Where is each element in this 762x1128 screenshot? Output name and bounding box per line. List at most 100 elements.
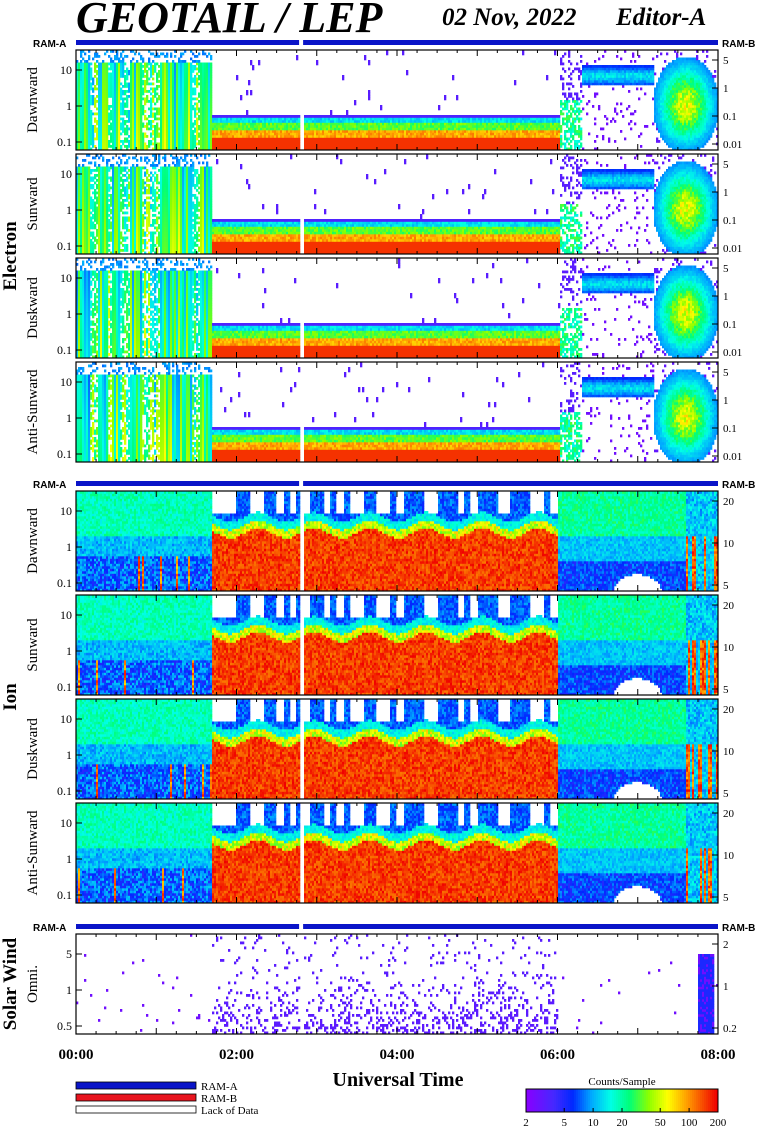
y-tick-label-left: 1 (66, 99, 72, 113)
y-tick-label-right: 0.1 (723, 423, 737, 435)
y-tick-label-right: 5 (723, 892, 729, 904)
x-tick-label: 08:00 (701, 1047, 736, 1063)
colorbar-tick-label: 100 (681, 1117, 698, 1128)
panel-label: Duskward (25, 277, 41, 339)
y-tick-label-left: 1 (66, 748, 72, 762)
y-tick-label-left: 10 (60, 63, 72, 77)
y-tick-label-left: 0.1 (57, 576, 72, 590)
y-tick-label-left: 1 (66, 644, 72, 658)
ram-a-label: RAM-A (33, 480, 66, 491)
panel-label: Sunward (25, 177, 41, 231)
y-tick-label-right: 20 (723, 704, 735, 716)
spectrogram-cells (76, 803, 718, 903)
colorbar-tick-label: 10 (588, 1117, 600, 1128)
y-tick-label-left: 1 (66, 983, 72, 997)
x-tick-label: 04:00 (380, 1047, 415, 1063)
x-axis-title: Universal Time (333, 1069, 464, 1091)
y-tick-label-right: 10 (723, 642, 735, 654)
panel-label: Dawnward (25, 67, 41, 133)
y-tick-label-right: 0.1 (723, 319, 737, 331)
y-tick-label-left: 10 (60, 271, 72, 285)
colorbar-tick-label: 50 (655, 1117, 667, 1128)
ram-b-label: RAM-B (722, 923, 755, 934)
y-tick-label-left: 0.1 (57, 680, 72, 694)
y-tick-label-right: 1 (723, 187, 729, 199)
legend-swatch (76, 1094, 196, 1101)
panel-label: Dawnward (25, 508, 41, 574)
y-tick-label-right: 5 (723, 55, 729, 67)
y-tick-label-left: 0.1 (57, 888, 72, 902)
y-tick-label-left: 10 (60, 712, 72, 726)
legend-entry: RAM-A (76, 1081, 238, 1093)
ram-bar: RAM-A RAM-B (33, 480, 755, 491)
y-tick-label-right: 10 (723, 538, 735, 550)
ram-bar: RAM-A RAM-B (33, 923, 755, 934)
legend-entry: RAM-B (76, 1093, 237, 1105)
y-tick-label-right: 10 (723, 850, 735, 862)
y-tick-label-right: 0.01 (723, 347, 742, 359)
colorbar: Counts/Sample 2 5 10 20 50 100 200 (523, 1076, 727, 1128)
panel-label: Anti-Sunward (25, 810, 41, 895)
y-tick-label-right: 1 (723, 981, 729, 993)
y-tick-label-left: 1 (66, 411, 72, 425)
y-tick-label-right: 20 (723, 600, 735, 612)
y-tick-label-right: 20 (723, 496, 735, 508)
y-tick-label-left: 1 (66, 852, 72, 866)
y-tick-label-left: 0.1 (57, 784, 72, 798)
y-tick-label-right: 0.01 (723, 139, 742, 151)
y-tick-label-right: 5 (723, 788, 729, 800)
y-tick-label-right: 0.1 (723, 215, 737, 227)
y-tick-label-left: 0.5 (57, 1019, 72, 1033)
spectrogram-cells (76, 50, 718, 150)
y-tick-label-left: 0.1 (57, 135, 72, 149)
y-tick-label-right: 1 (723, 83, 729, 95)
x-tick-label: 02:00 (219, 1047, 254, 1063)
y-tick-label-left: 0.1 (57, 239, 72, 253)
group-label: Ion (0, 683, 21, 711)
colorbar-tick-label: 20 (617, 1117, 629, 1128)
spectrogram-cells (76, 362, 718, 462)
spectrogram-cells (76, 154, 718, 254)
spectrogram-cells (76, 258, 718, 358)
y-tick-label-left: 1 (66, 540, 72, 554)
panel-label: Sunward (25, 618, 41, 672)
ram-a-label: RAM-A (33, 39, 66, 50)
x-tick-label: 00:00 (59, 1047, 94, 1063)
y-tick-label-left: 0.1 (57, 343, 72, 357)
colorbar-title: Counts/Sample (588, 1076, 655, 1088)
y-tick-label-right: 5 (723, 580, 729, 592)
colorbar-tick-label: 2 (523, 1117, 529, 1128)
ram-bar: RAM-A RAM-B (33, 39, 755, 50)
colorbar-tick-label: 200 (710, 1117, 727, 1128)
spectrogram-figure: 0.1 1 10 0.01 0.1 1 5 Dawnward 0.1 1 10 0.01 0.1 1 5 Su… (0, 0, 762, 1128)
legend-entry: Lack of Data (76, 1105, 259, 1117)
legend-swatch (76, 1082, 196, 1089)
y-tick-label-left: 5 (66, 947, 72, 961)
colorbar-tick-label: 5 (561, 1117, 567, 1128)
legend-label: RAM-B (201, 1093, 237, 1105)
y-tick-label-right: 1 (723, 291, 729, 303)
y-tick-label-right: 2 (723, 939, 729, 951)
y-tick-label-left: 10 (60, 816, 72, 830)
spectrogram-cells (76, 699, 718, 799)
y-tick-label-right: 1 (723, 395, 729, 407)
y-tick-label-left: 10 (60, 167, 72, 181)
y-tick-label-left: 10 (60, 504, 72, 518)
spectrogram-cells (76, 934, 718, 1034)
y-tick-label-left: 10 (60, 375, 72, 389)
y-tick-label-right: 0.2 (723, 1023, 737, 1035)
y-tick-label-left: 1 (66, 307, 72, 321)
y-tick-label-left: 0.1 (57, 447, 72, 461)
y-tick-label-right: 5 (723, 367, 729, 379)
x-tick-label: 06:00 (540, 1047, 575, 1063)
legend-label: Lack of Data (201, 1105, 259, 1117)
ram-b-label: RAM-B (722, 39, 755, 50)
y-tick-label-right: 5 (723, 159, 729, 171)
